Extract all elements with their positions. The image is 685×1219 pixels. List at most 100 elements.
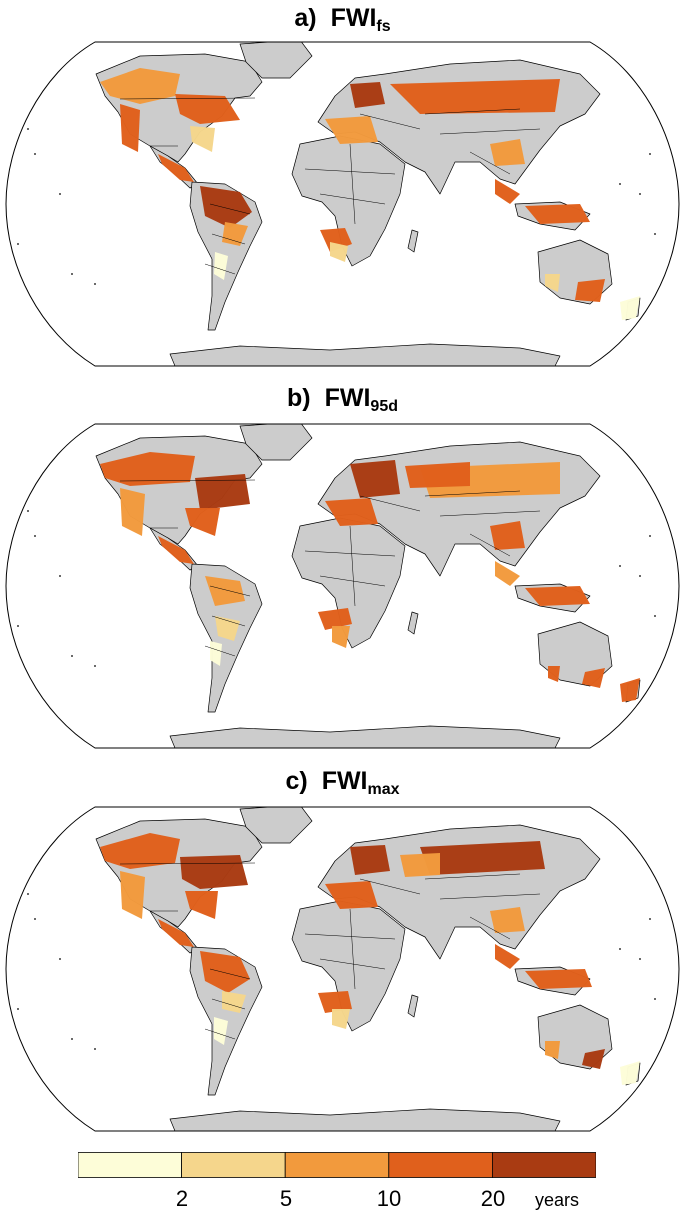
fire-region-b-5 bbox=[158, 536, 194, 564]
island-a-4 bbox=[71, 273, 73, 275]
fire-region-a-11 bbox=[325, 116, 378, 144]
fire-region-c-4 bbox=[185, 891, 218, 919]
panel-b: b) FWI95d bbox=[0, 382, 685, 772]
island-c-8 bbox=[654, 998, 656, 1000]
island-b-10 bbox=[649, 535, 651, 537]
map-frame-c bbox=[5, 806, 680, 1132]
colorbar bbox=[78, 1152, 596, 1178]
greenland-b bbox=[239, 424, 313, 461]
fire-region-b-3 bbox=[120, 488, 145, 536]
africa-c bbox=[291, 900, 406, 1032]
fire-region-a-18 bbox=[545, 274, 560, 292]
fire-region-a-13 bbox=[390, 79, 560, 114]
panel-a: a) FWIfs bbox=[0, 0, 685, 385]
colorbar-ticks: 2 5 10 20 years bbox=[0, 1186, 685, 1216]
country-border-a-7 bbox=[319, 193, 386, 205]
panel-c: c) FWImax bbox=[0, 765, 685, 1150]
fire-region-b-18 bbox=[582, 668, 605, 688]
panel-a-tag: a) bbox=[294, 4, 317, 32]
fire-region-b-12 bbox=[350, 460, 400, 498]
fire-region-b-15 bbox=[490, 521, 525, 550]
panel-b-title: b) FWI95d bbox=[0, 384, 685, 416]
fire-region-a-19 bbox=[620, 296, 640, 320]
island-b-4 bbox=[71, 655, 73, 657]
fire-region-a-6 bbox=[200, 186, 252, 228]
country-border-a-11 bbox=[469, 151, 511, 175]
island-b-6 bbox=[619, 565, 621, 567]
fire-region-b-11 bbox=[325, 498, 378, 526]
fire-region-c-9 bbox=[318, 991, 352, 1013]
country-border-b-11 bbox=[469, 533, 511, 557]
fire-region-b-8 bbox=[210, 641, 222, 666]
greenland-c bbox=[239, 807, 313, 844]
island-a-3 bbox=[59, 193, 61, 195]
fire-region-c-8 bbox=[214, 1017, 228, 1045]
fire-region-a-12 bbox=[350, 82, 385, 108]
fire-region-b-9 bbox=[318, 608, 352, 630]
country-border-c-1 bbox=[119, 862, 256, 865]
fire-region-b-20 bbox=[620, 678, 640, 702]
fire-region-a-3 bbox=[120, 104, 140, 152]
island-b-8 bbox=[654, 615, 656, 617]
country-border-a-1 bbox=[119, 97, 256, 100]
colorbar-bin-4 bbox=[388, 1152, 493, 1178]
colorbar-bin-2 bbox=[181, 1152, 286, 1178]
fire-region-a-16 bbox=[525, 204, 590, 224]
fire-region-c-19 bbox=[545, 1041, 560, 1059]
fire-region-c-17 bbox=[525, 969, 592, 989]
madagascar-b bbox=[407, 611, 419, 635]
island-b-1 bbox=[27, 510, 29, 512]
colorbar-tick-2: 2 bbox=[175, 1186, 189, 1211]
fire-region-c-15 bbox=[490, 907, 525, 933]
fire-region-c-1 bbox=[100, 833, 180, 869]
fire-region-c-6 bbox=[200, 951, 250, 993]
country-border-a-6 bbox=[304, 168, 396, 175]
island-a-5 bbox=[94, 283, 96, 285]
country-border-a-9 bbox=[424, 108, 521, 115]
fire-region-a-5 bbox=[158, 154, 194, 182]
fire-region-c-10 bbox=[332, 1009, 350, 1029]
panel-b-subscript: 95d bbox=[370, 398, 398, 415]
madagascar-a bbox=[407, 229, 419, 253]
fire-region-b-19 bbox=[548, 666, 560, 682]
island-c-6 bbox=[619, 948, 621, 950]
country-border-c-9 bbox=[424, 873, 521, 880]
panel-c-subscript: max bbox=[367, 781, 400, 798]
map-frame-b bbox=[5, 423, 680, 749]
fire-region-c-11 bbox=[325, 881, 378, 909]
fire-region-a-2 bbox=[175, 94, 240, 124]
country-border-b-10 bbox=[439, 510, 541, 517]
country-border-b-8 bbox=[349, 525, 356, 607]
island-a-6 bbox=[619, 183, 621, 185]
colorbar-tick-5: 5 bbox=[279, 1186, 293, 1211]
fire-region-c-3 bbox=[120, 871, 145, 919]
island-a-2 bbox=[34, 153, 36, 155]
fire-region-c-20 bbox=[620, 1061, 640, 1085]
country-border-b-6 bbox=[304, 550, 396, 557]
antarctica-a bbox=[169, 343, 561, 366]
panel-b-title-main: FWI bbox=[324, 384, 371, 412]
africa-a bbox=[291, 135, 406, 267]
fire-region-b-7 bbox=[215, 616, 240, 641]
country-border-a-12 bbox=[359, 113, 421, 130]
panel-c-title: c) FWImax bbox=[0, 767, 685, 799]
antarctica-c bbox=[169, 1108, 561, 1131]
fire-region-c-16 bbox=[495, 944, 520, 969]
fire-region-a-4 bbox=[190, 126, 215, 152]
fire-region-c-14 bbox=[400, 853, 440, 877]
madagascar-c bbox=[407, 994, 419, 1018]
country-border-a-10 bbox=[439, 128, 541, 135]
fire-region-a-15 bbox=[495, 179, 520, 204]
country-border-c-12 bbox=[359, 878, 421, 895]
island-c-1 bbox=[27, 893, 29, 895]
island-c-5 bbox=[94, 1048, 96, 1050]
fire-region-b-16 bbox=[495, 561, 520, 586]
country-border-b-5 bbox=[204, 645, 236, 657]
island-c-2 bbox=[34, 918, 36, 920]
country-border-c-8 bbox=[349, 908, 356, 990]
fire-region-b-10 bbox=[332, 626, 350, 648]
island-a-7 bbox=[639, 193, 641, 195]
country-border-c-3 bbox=[209, 968, 251, 980]
fire-region-b-4 bbox=[185, 508, 220, 536]
fire-region-a-10 bbox=[330, 242, 348, 262]
